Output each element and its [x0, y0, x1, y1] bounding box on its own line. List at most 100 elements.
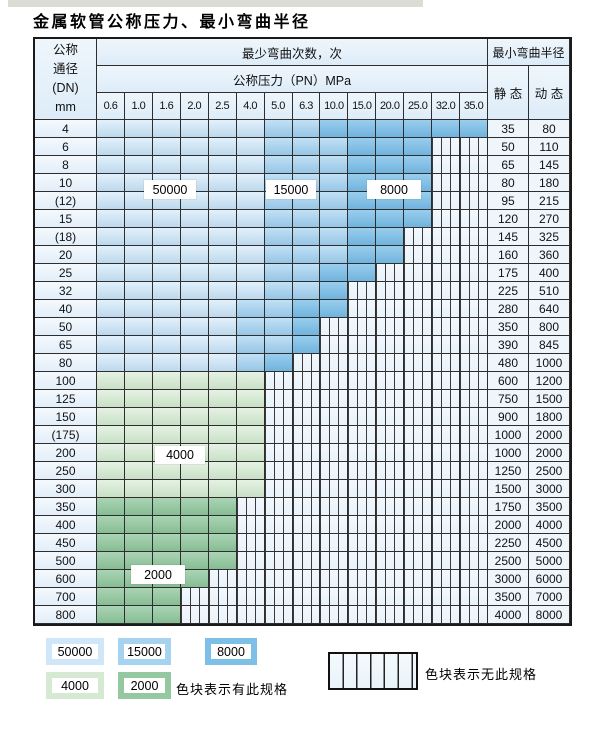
no-spec-cell — [320, 318, 349, 336]
spec-cell-50000 — [97, 120, 125, 138]
no-spec-cell — [292, 426, 321, 444]
static-radius-cell: 65 — [488, 156, 529, 174]
spec-cell-4000 — [236, 408, 265, 426]
spec-cell-50000 — [180, 264, 209, 282]
pressure-tick: 1.0 — [124, 93, 153, 120]
spec-cell-50000 — [208, 246, 237, 264]
spec-cell-50000 — [208, 264, 237, 282]
no-spec-cell — [404, 462, 433, 480]
pressure-tick: 5.0 — [264, 93, 293, 120]
dynamic-radius-cell: 8000 — [529, 606, 570, 624]
static-radius-cell: 2250 — [488, 534, 529, 552]
no-spec-cell — [292, 354, 321, 372]
dn-cell: 40 — [35, 300, 97, 318]
no-spec-cell — [376, 552, 405, 570]
no-spec-cell — [460, 264, 488, 282]
no-spec-cell — [460, 552, 488, 570]
static-radius-cell: 35 — [488, 120, 529, 138]
no-spec-cell — [404, 336, 433, 354]
no-spec-cell — [432, 408, 461, 426]
no-spec-cell — [292, 480, 321, 498]
spec-cell-50000 — [152, 300, 181, 318]
no-spec-cell — [432, 318, 461, 336]
spec-cell-4000 — [97, 462, 125, 480]
no-spec-cell — [404, 300, 433, 318]
dn-cell: 250 — [35, 462, 97, 480]
spec-cell-8000 — [320, 264, 349, 282]
spec-cell-4000 — [208, 408, 237, 426]
no-spec-cell — [348, 300, 377, 318]
no-spec-cell — [404, 246, 433, 264]
no-spec-cell — [180, 588, 209, 606]
pressure-tick: 25.0 — [404, 93, 433, 120]
spec-cell-2000 — [124, 588, 153, 606]
spec-cell-15000 — [320, 210, 349, 228]
spec-cell-4000 — [208, 390, 237, 408]
spec-cell-8000 — [432, 120, 461, 138]
no-spec-cell — [460, 282, 488, 300]
spec-cell-50000 — [124, 336, 153, 354]
no-spec-cell — [460, 534, 488, 552]
spec-cell-50000 — [97, 228, 125, 246]
no-spec-cell — [348, 426, 377, 444]
no-spec-cell — [236, 552, 265, 570]
spec-cell-50000 — [124, 156, 153, 174]
no-spec-cell — [432, 606, 461, 624]
spec-cell-2000 — [124, 516, 153, 534]
no-spec-cell — [376, 390, 405, 408]
spec-cell-50000 — [124, 246, 153, 264]
no-spec-cell — [432, 264, 461, 282]
spec-cell-8000 — [404, 156, 433, 174]
pressure-tick: 10.0 — [320, 93, 349, 120]
no-spec-cell — [432, 246, 461, 264]
static-radius-cell: 160 — [488, 246, 529, 264]
no-spec-cell — [376, 300, 405, 318]
no-spec-cell — [404, 516, 433, 534]
no-spec-cell — [460, 336, 488, 354]
dn-cell: 10 — [35, 174, 97, 192]
no-spec-cell — [320, 354, 349, 372]
spec-cell-8000 — [376, 156, 405, 174]
dn-header-line: 公称 — [52, 43, 78, 57]
spec-cell-2000 — [124, 606, 153, 624]
no-spec-cell — [320, 606, 349, 624]
no-spec-cell — [320, 372, 349, 390]
spec-cell-15000 — [292, 156, 321, 174]
static-radius-cell: 1000 — [488, 426, 529, 444]
no-spec-cell — [376, 372, 405, 390]
no-spec-cell — [236, 498, 265, 516]
no-spec-cell — [404, 426, 433, 444]
no-spec-cell — [320, 408, 349, 426]
no-spec-cell — [348, 552, 377, 570]
spec-cell-4000 — [124, 444, 153, 462]
no-spec-cell — [432, 156, 461, 174]
dn-cell: 500 — [35, 552, 97, 570]
spec-cell-8000 — [404, 210, 433, 228]
no-spec-cell — [376, 426, 405, 444]
dynamic-radius-cell: 2500 — [529, 462, 570, 480]
dn-cell: 100 — [35, 372, 97, 390]
spec-cell-50000 — [208, 138, 237, 156]
spec-cell-50000 — [152, 120, 181, 138]
no-spec-cell — [460, 192, 488, 210]
spec-cell-15000 — [264, 156, 293, 174]
spec-cell-8000 — [320, 120, 349, 138]
spec-cell-8000 — [376, 210, 405, 228]
spec-cell-4000 — [180, 480, 209, 498]
spec-cell-2000 — [208, 534, 237, 552]
no-spec-cell — [460, 606, 488, 624]
no-spec-cell — [432, 570, 461, 588]
dynamic-radius-cell: 325 — [529, 228, 570, 246]
spec-cell-50000 — [236, 192, 265, 210]
spec-cell-4000 — [152, 462, 181, 480]
pressure-tick: 4.0 — [236, 93, 265, 120]
spec-cell-4000 — [97, 408, 125, 426]
no-spec-cell — [404, 264, 433, 282]
spec-cell-50000 — [236, 264, 265, 282]
no-spec-cell — [236, 534, 265, 552]
spec-cell-50000 — [97, 354, 125, 372]
spec-cell-8000 — [348, 156, 377, 174]
no-spec-cell — [236, 606, 265, 624]
spec-cell-4000 — [236, 444, 265, 462]
static-radius-cell: 1250 — [488, 462, 529, 480]
